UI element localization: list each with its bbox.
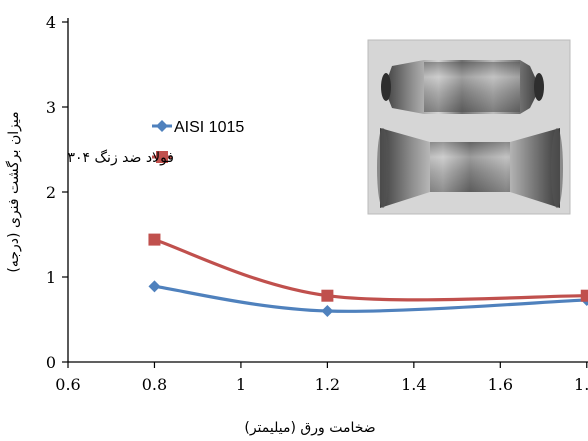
series-line-stainless-304 <box>153 238 587 302</box>
steel-part-top <box>381 60 544 114</box>
y-tick-label: 1 <box>46 268 56 287</box>
data-point-aisi-1015 <box>148 280 161 293</box>
legend-item-aisi-1015: AISI 1015 <box>152 119 244 136</box>
x-tick-label: 1.6 <box>488 375 513 394</box>
legend: AISI 1015 فولاد ضد زنگ ۳۰۴ <box>68 119 245 166</box>
legend-label-aisi-1015: AISI 1015 <box>174 119 244 136</box>
x-tick-label: 0.8 <box>142 375 167 394</box>
series-layer <box>148 233 588 317</box>
x-tick-label: 1.2 <box>315 375 340 394</box>
y-axis-title: میزان برگشت فنری (درجه) <box>5 111 22 272</box>
inset-photo <box>367 39 571 215</box>
legend-label-stainless-304: فولاد ضد زنگ ۳۰۴ <box>68 149 174 166</box>
y-tick-label: 3 <box>46 98 56 117</box>
x-tick-label: 1.8 <box>574 375 588 394</box>
legend-item-stainless-304: فولاد ضد زنگ ۳۰۴ <box>68 149 174 166</box>
series-line-aisi-1015 <box>154 284 587 313</box>
x-tick-label: 1.4 <box>401 375 426 394</box>
data-point-aisi-1015 <box>321 305 334 317</box>
data-point-stainless-304 <box>580 289 588 302</box>
y-axis-ticks: 0 1 2 3 4 <box>46 13 68 372</box>
x-axis-title: ضخامت ورق (میلیمتر) <box>244 420 375 436</box>
steel-part-bottom <box>377 128 563 208</box>
x-axis-ticks: 0.6 0.8 1 1.2 1.4 1.6 1.8 <box>55 362 588 394</box>
legend-marker-square <box>156 151 168 163</box>
data-point-stainless-304 <box>148 233 161 246</box>
x-tick-label: 1 <box>236 375 246 394</box>
y-tick-label: 0 <box>46 353 56 372</box>
data-point-stainless-304 <box>321 289 334 302</box>
y-tick-label: 4 <box>46 13 56 32</box>
legend-marker-diamond <box>156 120 168 132</box>
y-tick-label: 2 <box>46 183 56 202</box>
x-tick-label: 0.6 <box>55 375 80 394</box>
